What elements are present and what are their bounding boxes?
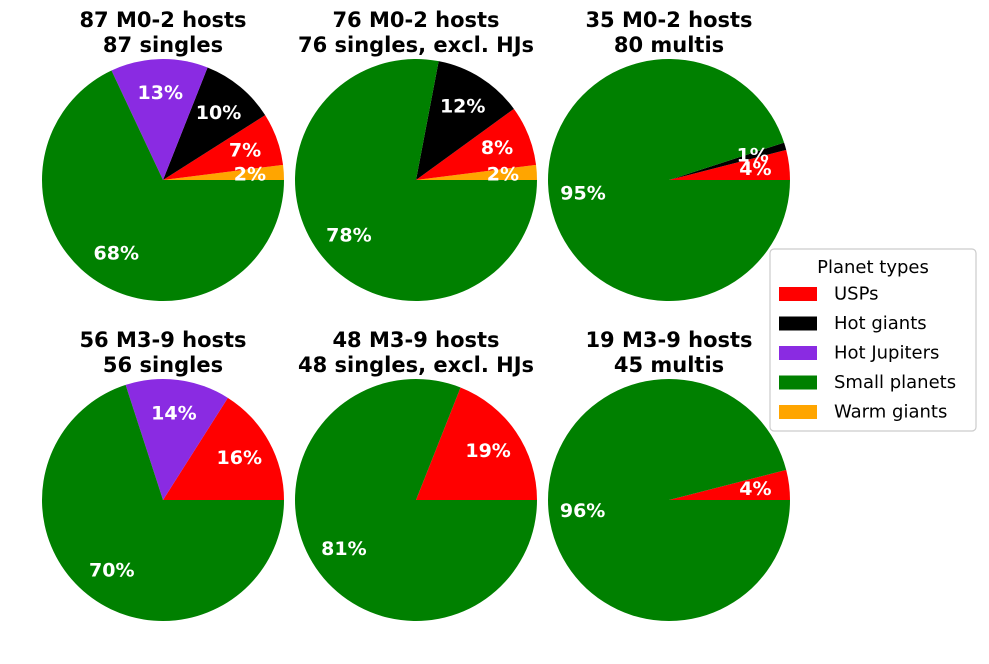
pie-slice-usps [416, 387, 537, 500]
slice-label: 68% [94, 243, 139, 265]
slice-label: 81% [321, 538, 366, 560]
legend-label: Warm giants [834, 402, 947, 423]
legend-swatch [779, 287, 817, 301]
pie-slice-small-planets [547, 378, 790, 621]
slice-label: 1% [737, 145, 769, 167]
slice-label: 13% [138, 82, 183, 104]
pie-slice-hot-giants [416, 61, 514, 180]
legend-label: USPs [834, 284, 879, 305]
pie-slice-usps [163, 115, 284, 180]
pie-slice-small-planets [295, 58, 537, 301]
legend-entry-warm-giants: Warm giants [779, 402, 947, 423]
pie-slice-hot-giants [669, 142, 787, 180]
legend-entry-hot-jupiters: Hot Jupiters [779, 343, 939, 364]
pie-slice-usps [669, 469, 790, 500]
slice-label: 12% [440, 95, 485, 117]
slice-label: 4% [739, 158, 771, 180]
legend-swatch [779, 346, 817, 360]
panel-title-line2: 80 multis [614, 33, 724, 57]
legend-entry-hot-giants: Hot giants [779, 313, 927, 334]
pie-slice-usps [416, 108, 537, 180]
panel-title-line2: 45 multis [614, 353, 724, 377]
slice-label: 7% [229, 140, 261, 162]
legend-entry-usps: USPs [779, 284, 879, 305]
legend-title: Planet types [817, 257, 929, 278]
panel-title-line1: 76 M0-2 hosts [332, 8, 499, 32]
slice-label: 10% [196, 102, 241, 124]
pie-slice-warm-giants [416, 164, 537, 180]
legend-label: Small planets [834, 372, 956, 393]
panel-title-line1: 56 M3-9 hosts [79, 328, 246, 352]
slice-label: 16% [217, 447, 262, 469]
panel-title-line2: 76 singles, excl. HJs [298, 33, 534, 57]
pie-slice-hot-jupiters [111, 59, 208, 181]
slice-label: 2% [487, 164, 519, 186]
slice-label: 4% [739, 478, 771, 500]
panel-title-line1: 19 M3-9 hosts [585, 328, 752, 352]
slice-label: 19% [465, 440, 510, 462]
slice-label: 78% [326, 225, 371, 247]
panel-title-line2: 87 singles [103, 33, 223, 57]
pie-slice-small-planets [41, 70, 284, 302]
slice-label: 8% [481, 137, 513, 159]
panel-title-line2: 48 singles, excl. HJs [298, 353, 534, 377]
slice-label: 2% [234, 164, 266, 186]
pie-slice-warm-giants [163, 164, 284, 180]
legend-swatch [779, 316, 817, 331]
slice-label: 70% [89, 560, 134, 582]
pie-slice-small-planets [41, 384, 284, 621]
slice-label: 95% [560, 183, 605, 205]
panel-title-line2: 56 singles [103, 353, 223, 377]
legend-swatch [779, 405, 817, 419]
panel-title-line1: 35 M0-2 hosts [585, 8, 752, 32]
legend-swatch [779, 375, 817, 390]
legend: Planet types USPs Hot giants Hot Jupiters S… [769, 248, 977, 432]
pie-slice-small-planets [548, 58, 790, 301]
panel-title-line1: 87 M0-2 hosts [79, 8, 246, 32]
pie-slice-usps [163, 397, 284, 500]
slice-label: 14% [151, 403, 196, 425]
legend-frame [769, 248, 977, 432]
pie-slice-hot-jupiters [125, 378, 228, 500]
pie-slice-small-planets [294, 379, 537, 622]
legend-label: Hot giants [834, 313, 927, 334]
legend-label: Hot Jupiters [834, 343, 939, 364]
pie-slice-hot-giants [163, 67, 266, 180]
legend-entry-small-planets: Small planets [779, 372, 956, 393]
slice-label: 96% [560, 500, 605, 522]
pie-slice-usps [669, 149, 790, 180]
legend-entries: USPs Hot giants Hot Jupiters Small planets W… [779, 284, 956, 423]
panel-title-line1: 48 M3-9 hosts [332, 328, 499, 352]
